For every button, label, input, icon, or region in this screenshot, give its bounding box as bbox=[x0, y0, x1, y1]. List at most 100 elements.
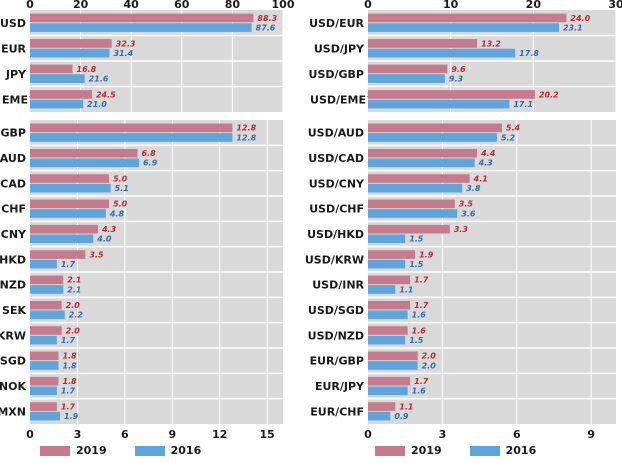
bar-2016 bbox=[30, 48, 110, 58]
data-label-2016: 1.6 bbox=[412, 311, 427, 320]
bar-2016 bbox=[368, 23, 559, 32]
category-label: USD/KRW bbox=[305, 253, 364, 266]
bar-2019 bbox=[30, 275, 64, 285]
data-label-2019: 1.7 bbox=[414, 301, 429, 310]
data-label-2019: 12.8 bbox=[236, 124, 256, 133]
bar-2016 bbox=[30, 361, 59, 370]
legend-label-2016: 2016 bbox=[505, 444, 537, 457]
data-label-2016: 5.1 bbox=[115, 184, 129, 193]
data-label-2016: 12.8 bbox=[236, 133, 256, 142]
bar-2019 bbox=[30, 148, 138, 158]
x-tick-label: 0 bbox=[26, 0, 34, 11]
data-label-2016: 4.3 bbox=[478, 159, 494, 168]
chart-panel-1: 0 20 40 60 80 100 USD 88.387.6 EUR 32.331.4 JPY 16.… bbox=[0, 0, 295, 112]
bar-2016 bbox=[368, 158, 475, 168]
data-label-2019: 2.1 bbox=[67, 276, 81, 285]
bar-2019 bbox=[30, 39, 112, 48]
category-label: GBP bbox=[1, 127, 26, 140]
data-label-2016: 1.9 bbox=[64, 412, 79, 421]
chart-panel-2: 0 10 20 30 USD/EUR 24.023.1 USD/JPY 13.2 17.8 USD… bbox=[309, 0, 622, 112]
bar-2016 bbox=[30, 335, 57, 345]
x-tick-label: 30 bbox=[608, 0, 622, 11]
x-tick-label: 40 bbox=[124, 0, 140, 11]
data-label-2019: 5.0 bbox=[113, 174, 128, 183]
bar-2016 bbox=[368, 411, 391, 421]
data-label-2019: 3.3 bbox=[454, 225, 469, 234]
bar-2016 bbox=[30, 23, 252, 32]
data-label-2019: 1.6 bbox=[412, 326, 427, 335]
data-label-2019: 2.0 bbox=[66, 301, 81, 310]
x-tick-label: 20 bbox=[73, 0, 89, 11]
data-label-2016: 1.6 bbox=[412, 387, 427, 396]
bar-2016 bbox=[30, 234, 94, 244]
bar-2019 bbox=[30, 326, 62, 335]
legend-right: 2019 2016 bbox=[375, 444, 564, 457]
data-label-2016: 31.4 bbox=[113, 49, 133, 58]
category-label: USD/GBP bbox=[309, 68, 364, 81]
bar-2019 bbox=[368, 250, 416, 259]
x-tick-label: 12 bbox=[212, 428, 227, 441]
data-label-2019: 20.2 bbox=[539, 90, 559, 99]
data-label-2016: 2.0 bbox=[422, 361, 437, 370]
category-label: NZD bbox=[0, 279, 26, 292]
legend-item-2019: 2019 bbox=[375, 444, 442, 457]
data-label-2016: 2.1 bbox=[67, 285, 81, 294]
bar-2019 bbox=[368, 64, 448, 74]
bar-2016 bbox=[368, 133, 497, 142]
category-label: USD/HKD bbox=[307, 228, 364, 241]
bar-2019 bbox=[368, 326, 408, 335]
category-label: SGD bbox=[0, 355, 26, 368]
x-tick-label: 3 bbox=[439, 428, 447, 441]
category-label: USD/CHF bbox=[309, 203, 364, 216]
data-label-2019: 24.0 bbox=[570, 14, 590, 23]
x-tick-label: 0 bbox=[364, 0, 372, 11]
data-label-2016: 1.8 bbox=[62, 361, 77, 370]
x-tick-label: 6 bbox=[513, 428, 521, 441]
data-label-2019: 1.7 bbox=[61, 402, 76, 411]
data-label-2019: 4.3 bbox=[101, 225, 117, 234]
bar-2016 bbox=[30, 133, 233, 142]
legend-label-2019: 2019 bbox=[76, 444, 107, 457]
bar-2019 bbox=[368, 275, 411, 285]
legend-label-2016: 2016 bbox=[170, 444, 202, 457]
data-label-2019: 3.5 bbox=[89, 250, 104, 259]
data-label-2019: 2.0 bbox=[422, 352, 437, 361]
category-label: EME bbox=[2, 93, 28, 106]
bar-2016 bbox=[368, 386, 408, 396]
data-label-2016: 1.7 bbox=[61, 336, 76, 345]
category-label: EUR/CHF bbox=[310, 405, 364, 418]
category-label: MXN bbox=[0, 405, 26, 418]
bar-2016 bbox=[30, 74, 85, 83]
data-label-2016: 3.8 bbox=[466, 184, 481, 193]
legend-left: 2019 2016 bbox=[40, 444, 229, 457]
data-label-2016: 3.6 bbox=[461, 209, 476, 218]
data-label-2019: 6.8 bbox=[142, 149, 157, 158]
data-label-2019: 9.6 bbox=[451, 65, 466, 74]
bar-2019 bbox=[368, 90, 535, 99]
data-label-2016: 21.6 bbox=[89, 74, 109, 83]
x-tick-label: 20 bbox=[526, 0, 542, 11]
data-label-2016: 87.6 bbox=[256, 23, 276, 32]
bar-2016 bbox=[368, 234, 406, 244]
x-tick-label: 3 bbox=[74, 428, 82, 441]
legend-swatch-2019 bbox=[40, 445, 70, 456]
data-label-2019: 3.5 bbox=[459, 200, 474, 209]
x-tick-label: 100 bbox=[272, 0, 295, 11]
data-label-2016: 1.5 bbox=[409, 336, 424, 345]
bar-2019 bbox=[368, 300, 411, 310]
data-label-2019: 4.1 bbox=[473, 174, 488, 183]
bar-2019 bbox=[30, 123, 233, 133]
data-label-2016: 4.8 bbox=[109, 209, 125, 218]
category-label: USD/CAD bbox=[308, 152, 364, 165]
bar-2016 bbox=[368, 335, 406, 345]
category-label: USD/JPY bbox=[314, 42, 365, 55]
data-label-2019: 32.3 bbox=[116, 39, 136, 48]
bar-2016 bbox=[30, 285, 64, 294]
data-label-2016: 17.1 bbox=[513, 100, 533, 109]
legend-swatch-2016 bbox=[134, 445, 165, 456]
data-label-2019: 1.1 bbox=[399, 402, 413, 411]
data-label-2019: 1.8 bbox=[62, 377, 77, 386]
legend-label-2019: 2019 bbox=[411, 444, 442, 457]
